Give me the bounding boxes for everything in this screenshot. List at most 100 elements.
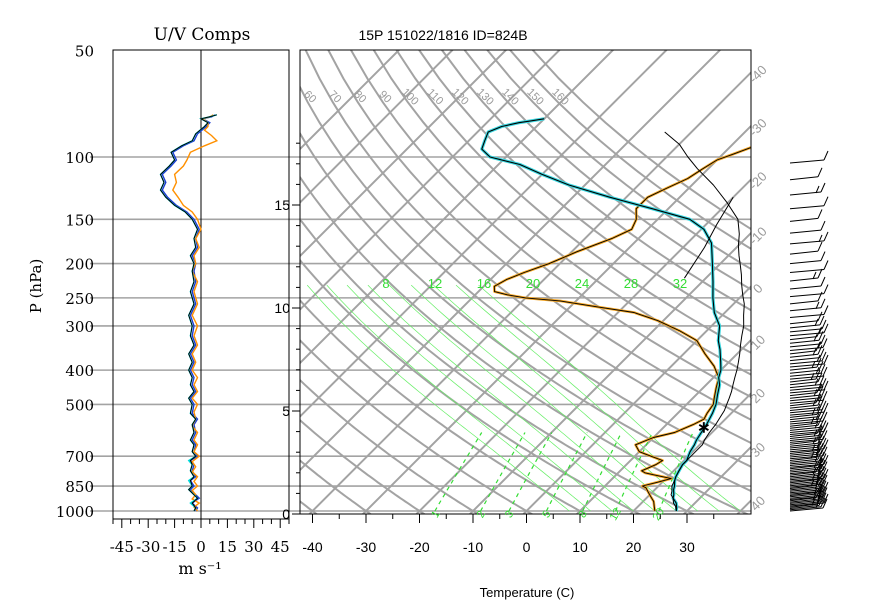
skewt-plot-area: ∗ <box>300 50 751 514</box>
pressure-tick-label: 300 <box>65 318 94 336</box>
wind-barb <box>789 468 829 482</box>
wind-barb <box>789 422 829 435</box>
wind-barb <box>789 209 823 222</box>
barb-flag <box>812 271 817 280</box>
barb-flag <box>815 341 821 352</box>
wind-barb <box>789 372 823 386</box>
dry-adiabat <box>300 500 319 514</box>
barb-staff <box>789 480 820 485</box>
barb-flag <box>822 461 828 471</box>
uv-series-line <box>171 114 219 512</box>
dry-adiabat <box>463 50 751 291</box>
barb-flag <box>823 422 829 432</box>
barb-staff <box>789 507 824 512</box>
wind-barb <box>789 284 829 298</box>
isotherm-line <box>629 392 751 514</box>
barb-staff <box>789 217 819 222</box>
barb-staff <box>789 477 825 482</box>
theta-label: 150 <box>524 86 545 107</box>
barb-flag <box>823 439 829 449</box>
dry-adiabat <box>300 85 751 468</box>
barb-flag <box>815 369 821 380</box>
barb-flag <box>812 348 817 356</box>
pressure-tick-label: 50 <box>75 42 94 60</box>
theta-label: 160 <box>549 86 570 107</box>
theta-e-label: 24 <box>575 276 589 291</box>
barb-flag <box>823 380 829 391</box>
theta-e-label: 28 <box>624 276 638 291</box>
barb-staff <box>789 407 821 411</box>
barb-staff <box>789 501 823 506</box>
barb-flag <box>821 480 827 490</box>
barb-flag <box>821 400 827 411</box>
barb-staff <box>789 386 823 391</box>
dry-adiabat <box>440 50 751 312</box>
theta-e-label: 20 <box>526 276 540 291</box>
wind-barb <box>789 454 829 468</box>
temp-tick-label: 0 <box>523 539 531 555</box>
barb-staff <box>789 314 825 318</box>
barb-flag <box>819 315 825 326</box>
mixing-ratio-label: 8 <box>576 509 589 520</box>
dry-adiabat <box>300 418 426 514</box>
moist-adiabat <box>478 284 741 512</box>
pressure-tick-label: 200 <box>65 256 94 274</box>
barb-staff <box>789 363 825 368</box>
height-km-ticks: 0 5 10 15 <box>274 142 300 522</box>
barb-flag <box>823 231 829 242</box>
uv-tick-label: -15 <box>163 538 187 556</box>
barb-staff <box>789 468 822 473</box>
barb-flag <box>823 260 829 270</box>
dry-adiabat <box>372 50 751 376</box>
barb-flag <box>822 498 828 509</box>
barb-staff <box>789 505 820 509</box>
barb-flag <box>813 334 818 342</box>
barb-flag <box>817 372 823 383</box>
barb-staff <box>789 293 825 298</box>
isotherm-line <box>361 124 751 514</box>
barb-flag <box>815 185 820 194</box>
barb-flag <box>814 318 819 327</box>
barb-flag <box>821 420 827 430</box>
isotherm-line <box>308 71 751 514</box>
mixing-ratio-label: 12 <box>608 506 625 523</box>
barb-staff <box>789 492 818 496</box>
pressure-tick-label: 850 <box>65 478 94 496</box>
barb-flag <box>820 251 826 261</box>
barb-flag <box>821 351 827 362</box>
dry-adiabat <box>395 50 751 354</box>
wind-barb <box>789 298 826 312</box>
barb-flag <box>816 354 821 363</box>
mixing-ratio-label: 3 <box>503 509 516 520</box>
wind-barb <box>789 496 824 509</box>
barb-flag <box>820 298 826 309</box>
barb-staff <box>789 343 822 348</box>
wind-barb <box>789 260 829 273</box>
uv-series-line <box>159 114 217 512</box>
mixing-ratio-line <box>614 432 653 512</box>
wind-barb <box>789 480 827 494</box>
theta-label: 140 <box>499 86 520 107</box>
theta-e-label: 12 <box>428 276 442 291</box>
barb-flag <box>815 301 820 309</box>
barb-flag <box>823 481 829 492</box>
temp-tick-label: 10 <box>572 539 588 555</box>
moist-adiabat <box>306 284 570 512</box>
pressure-tick-label: 700 <box>65 448 94 466</box>
barb-flag <box>817 167 823 178</box>
barb-flag <box>817 449 823 460</box>
barb-staff <box>789 336 818 341</box>
skewt-panel: ∗ 60 70 80 90 100 110 120 130 140 150 160-40-30-20… <box>274 27 769 600</box>
mixing-ratio-line <box>545 432 588 512</box>
barb-flag <box>819 348 825 358</box>
moist-adiabat <box>389 284 656 512</box>
barb-staff <box>789 502 825 507</box>
barb-staff <box>789 366 818 371</box>
wind-barb <box>789 411 828 425</box>
barb-staff <box>789 347 824 351</box>
wind-barb <box>789 481 829 495</box>
barb-flag <box>817 241 823 252</box>
parcel-marker: ∗ <box>697 419 710 436</box>
dry-adiabat <box>300 131 751 493</box>
skewt-background-lines <box>300 50 751 514</box>
